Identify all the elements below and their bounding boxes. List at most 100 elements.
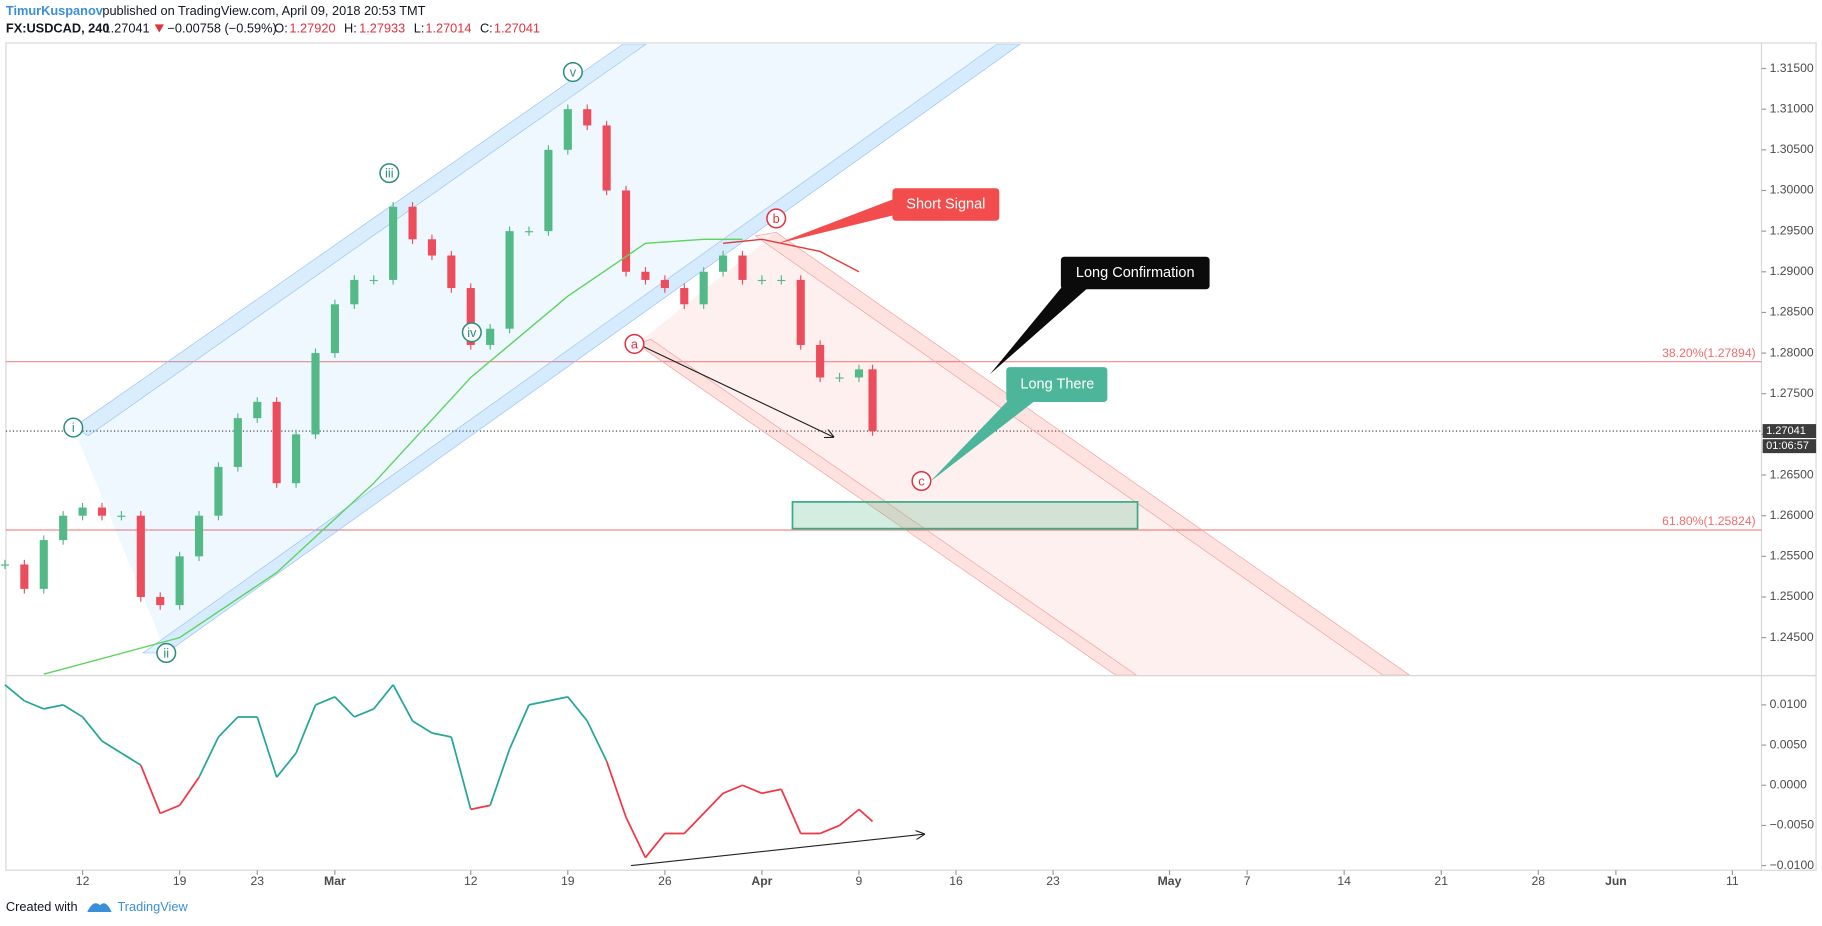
oscillator-segment	[315, 696, 336, 706]
x-tick-label: 23	[1046, 874, 1060, 888]
candle	[563, 109, 572, 150]
candle	[330, 304, 339, 354]
oscillator-segment	[198, 736, 220, 778]
author[interactable]: TimurKuspanov	[6, 3, 104, 18]
y-tick-label: 1.29000	[1770, 264, 1814, 278]
oscillator-segment	[62, 704, 84, 718]
y-tick-label: 1.28500	[1770, 305, 1814, 319]
wave-marker	[461, 322, 482, 343]
candle	[602, 125, 611, 191]
oscillator-segment	[838, 808, 860, 827]
red-channel-top-band	[754, 232, 1411, 676]
y-tick-label: 0.0100	[1770, 697, 1807, 711]
oscillator-segment	[761, 788, 782, 795]
candle	[868, 369, 877, 432]
candle	[427, 239, 437, 256]
x-tick-label: 21	[1434, 874, 1448, 888]
published: published on TradingView.com, April 09, …	[102, 3, 425, 18]
candle	[136, 515, 145, 597]
overlay-line	[43, 238, 743, 675]
oscillator-segment	[412, 720, 433, 734]
oscillator-segment	[256, 716, 278, 778]
candle	[253, 401, 262, 419]
oscillator-segment	[780, 788, 802, 834]
callout-pointer	[929, 392, 1037, 483]
arrow	[642, 345, 834, 437]
fib-label: 38.20%(1.27894)	[1662, 346, 1756, 360]
callout-box	[1006, 367, 1108, 403]
candle	[194, 515, 204, 557]
candle	[214, 466, 223, 516]
symbol: FX:USDCAD, 240	[6, 20, 110, 35]
oscillator-segment	[605, 760, 627, 818]
y-tick-label: 1.25500	[1770, 549, 1814, 563]
y-tick-label: 1.24500	[1770, 630, 1814, 644]
candle	[272, 401, 281, 484]
price-tag	[1762, 424, 1817, 439]
oscillator-segment	[373, 684, 394, 710]
callout-box	[892, 188, 1000, 221]
open-label: O:	[274, 20, 287, 35]
wave-label: c	[918, 474, 925, 489]
price-tag-label: 1.27041	[1766, 425, 1806, 437]
oscillator-segment	[4, 684, 25, 702]
countdown-label: 01:06:57	[1766, 440, 1809, 452]
oscillator-segment	[392, 684, 414, 722]
callout-box	[1060, 256, 1210, 290]
y-tick-label: 1.28000	[1770, 345, 1814, 359]
candle	[796, 279, 805, 345]
oscillator-segment	[858, 808, 874, 823]
x-tick-label: 16	[949, 874, 963, 888]
wave-label: v	[570, 65, 577, 80]
oscillator-segment	[353, 708, 375, 718]
red-channel	[636, 232, 1410, 676]
wave-marker	[624, 333, 645, 354]
last: 1.27041	[104, 20, 150, 35]
candle	[680, 288, 689, 305]
oscillator-segment	[159, 804, 180, 815]
y-tick-label: −0.0100	[1770, 858, 1815, 872]
candle	[699, 271, 708, 305]
footer-text: Created with	[6, 899, 78, 914]
oscillator-segment	[528, 700, 549, 706]
candle	[583, 109, 592, 126]
x-tick-label: 12	[76, 874, 90, 888]
oscillator-segment	[489, 748, 511, 806]
candle	[719, 255, 728, 272]
callout-pointer	[990, 281, 1088, 375]
y-tick-label: 0.0050	[1770, 737, 1807, 751]
wave-marker	[562, 61, 583, 83]
oscillator-segment	[120, 752, 142, 766]
oscillator-segment	[178, 776, 200, 806]
x-tick-label: Apr	[751, 874, 772, 888]
callout-text: Short Signal	[906, 196, 985, 212]
wave-label: iv	[467, 325, 477, 340]
logo	[87, 903, 112, 913]
candle	[544, 149, 553, 232]
x-tick-label: 23	[250, 874, 264, 888]
frame	[5, 42, 1817, 871]
candle	[447, 255, 456, 289]
footer-brand[interactable]: TradingView	[117, 899, 188, 914]
oscillator-segment	[450, 736, 472, 810]
candle	[466, 288, 475, 345]
oscillator-segment	[508, 704, 530, 750]
oscillator-segment	[722, 784, 743, 795]
wave-marker	[766, 208, 787, 229]
wave-label: b	[773, 211, 780, 226]
wave-marker	[63, 417, 84, 438]
y-tick-label: 1.31500	[1770, 61, 1814, 75]
blue-channel-top-band	[72, 44, 647, 437]
y-tick-label: 1.30500	[1770, 142, 1814, 156]
candle	[486, 328, 495, 345]
open-value: 1.27920	[289, 20, 335, 35]
y-tick-label: 1.27500	[1770, 386, 1814, 400]
callout-text: Long Confirmation	[1076, 265, 1195, 281]
candle	[757, 279, 766, 282]
overlay-line	[723, 238, 860, 273]
oscillator-segment	[625, 817, 647, 858]
candle	[233, 418, 242, 467]
x-tick-label: 7	[1244, 874, 1251, 888]
